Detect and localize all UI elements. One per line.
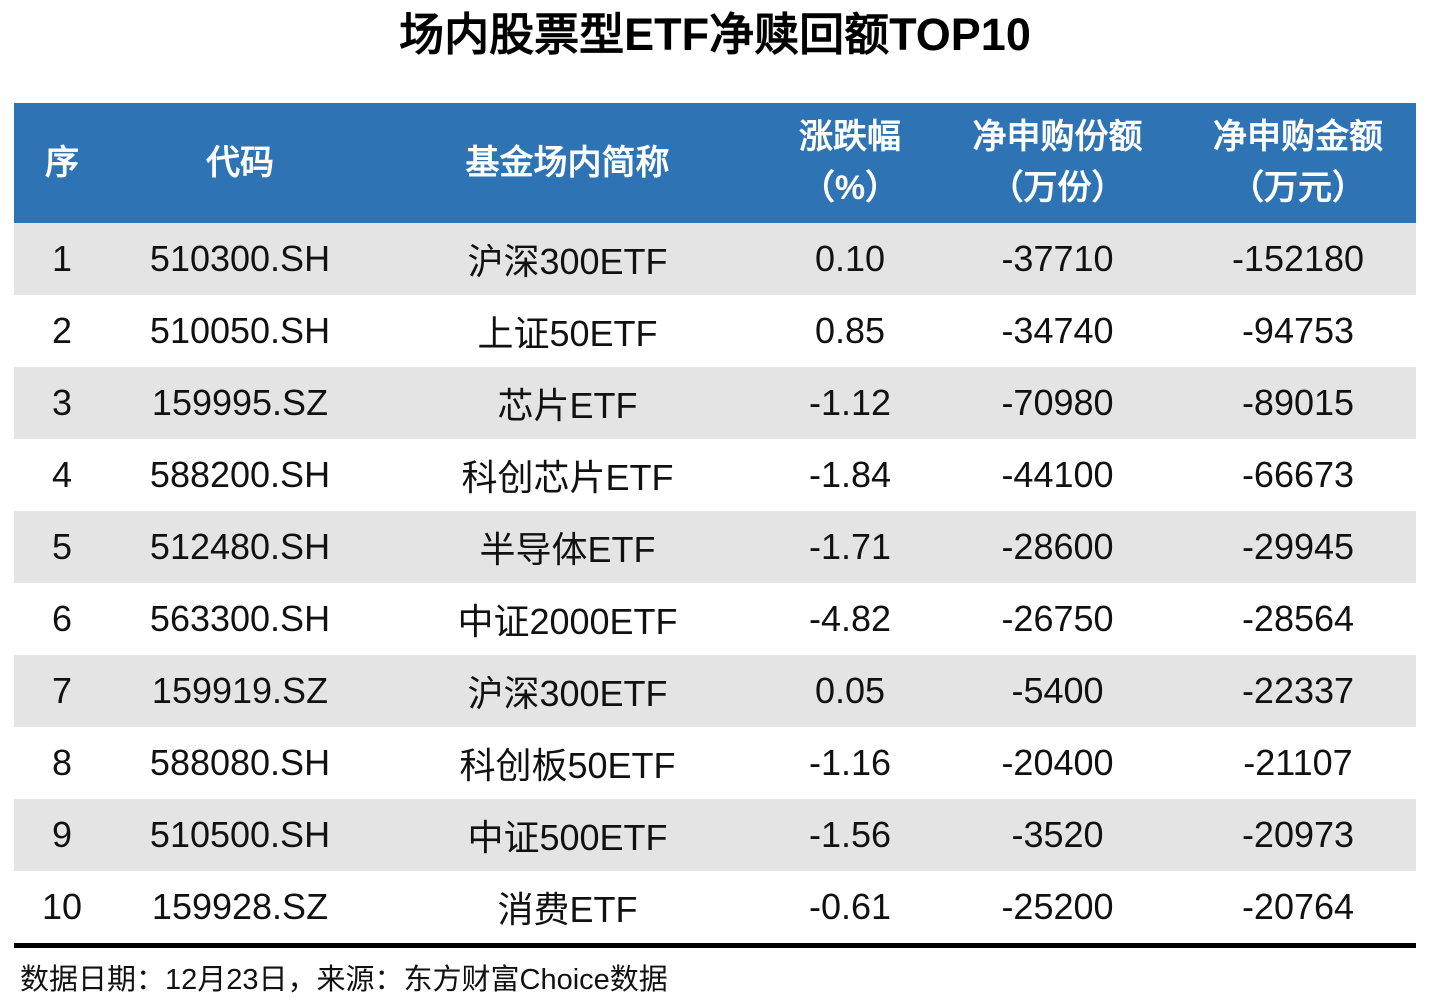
- code-cell: 159919.SZ: [110, 655, 370, 727]
- fund-name-cell: 半导体ETF: [370, 511, 765, 583]
- net-shares-cell: -20400: [935, 727, 1180, 799]
- col-header-rank: 序: [14, 103, 110, 223]
- rank-cell: 1: [14, 223, 110, 295]
- table-row: 8 588080.SH 科创板50ETF -1.16 -20400 -21107: [14, 727, 1416, 799]
- net-shares-cell: -25200: [935, 871, 1180, 943]
- change-pct-cell: -1.12: [765, 367, 935, 439]
- net-amount-cell: -20764: [1180, 871, 1416, 943]
- col-header-change-pct: 涨跌幅 （%）: [765, 103, 935, 223]
- fund-name-cell: 中证2000ETF: [370, 583, 765, 655]
- rank-cell: 4: [14, 439, 110, 511]
- etf-redemption-chart: 场内股票型ETF净赎回额TOP10 序 代码 基金场内简称 涨跌幅 （%） 净申…: [0, 8, 1430, 1000]
- change-pct-cell: -0.61: [765, 871, 935, 943]
- fund-name-cell: 科创板50ETF: [370, 727, 765, 799]
- table-row: 2 510050.SH 上证50ETF 0.85 -34740 -94753: [14, 295, 1416, 367]
- col-header-net-amount: 净申购金额 （万元）: [1180, 103, 1416, 223]
- rank-cell: 3: [14, 367, 110, 439]
- change-pct-cell: 0.85: [765, 295, 935, 367]
- net-amount-cell: -21107: [1180, 727, 1416, 799]
- code-cell: 510050.SH: [110, 295, 370, 367]
- net-amount-cell: -29945: [1180, 511, 1416, 583]
- change-pct-cell: -1.56: [765, 799, 935, 871]
- data-source-note: 数据日期：12月23日，来源：东方财富Choice数据: [20, 964, 668, 996]
- rank-cell: 8: [14, 727, 110, 799]
- page-title: 场内股票型ETF净赎回额TOP10: [399, 9, 1031, 60]
- change-pct-cell: -1.16: [765, 727, 935, 799]
- code-cell: 563300.SH: [110, 583, 370, 655]
- fund-name-cell: 沪深300ETF: [370, 223, 765, 295]
- etf-table: 序 代码 基金场内简称 涨跌幅 （%） 净申购份额 （万份） 净申购金额 （万元…: [14, 103, 1416, 943]
- net-amount-cell: -152180: [1180, 223, 1416, 295]
- table-row: 4 588200.SH 科创芯片ETF -1.84 -44100 -66673: [14, 439, 1416, 511]
- col-header-net-shares: 净申购份额 （万份）: [935, 103, 1180, 223]
- table-row: 6 563300.SH 中证2000ETF -4.82 -26750 -2856…: [14, 583, 1416, 655]
- col-header-fund-name: 基金场内简称: [370, 103, 765, 223]
- col-header-code: 代码: [110, 103, 370, 223]
- net-shares-cell: -34740: [935, 295, 1180, 367]
- net-amount-cell: -94753: [1180, 295, 1416, 367]
- net-shares-cell: -28600: [935, 511, 1180, 583]
- rank-cell: 6: [14, 583, 110, 655]
- net-amount-cell: -20973: [1180, 799, 1416, 871]
- bottom-divider: [14, 943, 1416, 948]
- net-shares-cell: -5400: [935, 655, 1180, 727]
- fund-name-cell: 中证500ETF: [370, 799, 765, 871]
- rank-cell: 5: [14, 511, 110, 583]
- table-row: 9 510500.SH 中证500ETF -1.56 -3520 -20973: [14, 799, 1416, 871]
- table-row: 3 159995.SZ 芯片ETF -1.12 -70980 -89015: [14, 367, 1416, 439]
- rank-cell: 7: [14, 655, 110, 727]
- code-cell: 159928.SZ: [110, 871, 370, 943]
- rank-cell: 2: [14, 295, 110, 367]
- code-cell: 512480.SH: [110, 511, 370, 583]
- fund-name-cell: 沪深300ETF: [370, 655, 765, 727]
- net-shares-cell: -37710: [935, 223, 1180, 295]
- change-pct-cell: 0.05: [765, 655, 935, 727]
- code-cell: 510300.SH: [110, 223, 370, 295]
- table-header-row: 序 代码 基金场内简称 涨跌幅 （%） 净申购份额 （万份） 净申购金额 （万元…: [14, 103, 1416, 223]
- code-cell: 588080.SH: [110, 727, 370, 799]
- net-amount-cell: -22337: [1180, 655, 1416, 727]
- net-amount-cell: -89015: [1180, 367, 1416, 439]
- fund-name-cell: 芯片ETF: [370, 367, 765, 439]
- table-row: 1 510300.SH 沪深300ETF 0.10 -37710 -152180: [14, 223, 1416, 295]
- change-pct-cell: -1.84: [765, 439, 935, 511]
- rank-cell: 9: [14, 799, 110, 871]
- fund-name-cell: 科创芯片ETF: [370, 439, 765, 511]
- code-cell: 588200.SH: [110, 439, 370, 511]
- net-amount-cell: -66673: [1180, 439, 1416, 511]
- net-shares-cell: -70980: [935, 367, 1180, 439]
- code-cell: 159995.SZ: [110, 367, 370, 439]
- change-pct-cell: 0.10: [765, 223, 935, 295]
- net-shares-cell: -3520: [935, 799, 1180, 871]
- fund-name-cell: 上证50ETF: [370, 295, 765, 367]
- change-pct-cell: -4.82: [765, 583, 935, 655]
- net-shares-cell: -44100: [935, 439, 1180, 511]
- table-row: 7 159919.SZ 沪深300ETF 0.05 -5400 -22337: [14, 655, 1416, 727]
- table-row: 10 159928.SZ 消费ETF -0.61 -25200 -20764: [14, 871, 1416, 943]
- rank-cell: 10: [14, 871, 110, 943]
- table-row: 5 512480.SH 半导体ETF -1.71 -28600 -29945: [14, 511, 1416, 583]
- net-shares-cell: -26750: [935, 583, 1180, 655]
- code-cell: 510500.SH: [110, 799, 370, 871]
- fund-name-cell: 消费ETF: [370, 871, 765, 943]
- net-amount-cell: -28564: [1180, 583, 1416, 655]
- change-pct-cell: -1.71: [765, 511, 935, 583]
